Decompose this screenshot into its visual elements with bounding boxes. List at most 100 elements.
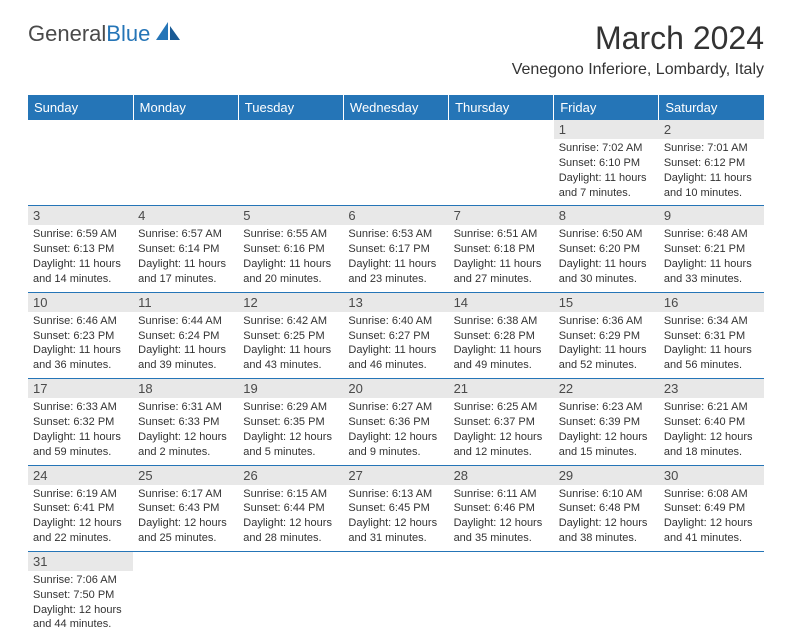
calendar-row: 10 Sunrise: 6:46 AMSunset: 6:23 PMDayligh… xyxy=(28,292,764,378)
calendar-cell-empty xyxy=(28,120,133,206)
day-number: 10 xyxy=(28,293,133,312)
day-info: Sunrise: 6:31 AMSunset: 6:33 PMDaylight:… xyxy=(138,400,233,459)
day-info: Sunrise: 6:51 AMSunset: 6:18 PMDaylight:… xyxy=(454,227,549,286)
calendar-cell: 4Sunrise: 6:57 AMSunset: 6:14 PMDaylight… xyxy=(133,206,238,292)
day-number: 14 xyxy=(449,293,554,312)
calendar-cell: 14Sunrise: 6:38 AMSunset: 6:28 PMDayligh… xyxy=(449,292,554,378)
calendar-body: 1 Sunrise: 7:02 AMSunset: 6:10 PMDaylight… xyxy=(28,120,764,637)
day-number: 29 xyxy=(554,466,659,485)
calendar-cell: 29 Sunrise: 6:10 AMSunset: 6:48 PMDayligh… xyxy=(554,465,659,551)
day-number: 20 xyxy=(343,379,448,398)
calendar-cell: 3 Sunrise: 6:59 AMSunset: 6:13 PMDaylight… xyxy=(28,206,133,292)
title-block: March 2024 Venegono Inferiore, Lombardy,… xyxy=(512,20,764,79)
calendar-cell: 26 Sunrise: 6:15 AMSunset: 6:44 PMDayligh… xyxy=(238,465,343,551)
logo-text: GeneralBlue xyxy=(28,21,150,47)
day-info: Sunrise: 6:42 AMSunset: 6:25 PMDaylight:… xyxy=(243,314,338,373)
day-number: 31 xyxy=(28,552,133,571)
sail-icon xyxy=(154,20,182,47)
month-title: March 2024 xyxy=(512,20,764,57)
day-info: Sunrise: 6:40 AMSunset: 6:27 PMDaylight:… xyxy=(348,314,443,373)
day-info: Sunrise: 6:50 AMSunset: 6:20 PMDaylight:… xyxy=(559,227,654,286)
day-number: 26 xyxy=(238,466,343,485)
day-number: 28 xyxy=(449,466,554,485)
calendar-cell-empty xyxy=(133,120,238,206)
day-number: 8 xyxy=(554,206,659,225)
calendar-cell: 21 Sunrise: 6:25 AMSunset: 6:37 PMDayligh… xyxy=(449,379,554,465)
day-info: Sunrise: 6:23 AMSunset: 6:39 PMDaylight:… xyxy=(559,400,654,459)
calendar-cell-empty xyxy=(449,551,554,637)
day-info: Sunrise: 6:57 AMSunset: 6:14 PMDaylight:… xyxy=(138,227,233,286)
calendar-cell: 2 Sunrise: 7:01 AMSunset: 6:12 PMDaylight… xyxy=(659,120,764,206)
calendar-cell: 16 Sunrise: 6:34 AMSunset: 6:31 PMDayligh… xyxy=(659,292,764,378)
day-info: Sunrise: 6:59 AMSunset: 6:13 PMDaylight:… xyxy=(33,227,128,286)
day-info: Sunrise: 6:15 AMSunset: 6:44 PMDaylight:… xyxy=(243,487,338,546)
weekday-header: Sunday xyxy=(28,95,133,120)
day-number: 2 xyxy=(659,120,764,139)
day-number: 22 xyxy=(554,379,659,398)
calendar-cell: 13 Sunrise: 6:40 AMSunset: 6:27 PMDayligh… xyxy=(343,292,448,378)
calendar-cell-empty xyxy=(659,551,764,637)
day-info: Sunrise: 6:27 AMSunset: 6:36 PMDaylight:… xyxy=(348,400,443,459)
day-info: Sunrise: 6:11 AMSunset: 6:46 PMDaylight:… xyxy=(454,487,549,546)
logo-word2: Blue xyxy=(106,21,150,46)
calendar-cell: 20 Sunrise: 6:27 AMSunset: 6:36 PMDayligh… xyxy=(343,379,448,465)
day-number: 18 xyxy=(133,379,238,398)
day-number: 27 xyxy=(343,466,448,485)
calendar-row: 3 Sunrise: 6:59 AMSunset: 6:13 PMDaylight… xyxy=(28,206,764,292)
logo-word1: General xyxy=(28,21,106,46)
day-info: Sunrise: 6:25 AMSunset: 6:37 PMDaylight:… xyxy=(454,400,549,459)
calendar-cell-empty xyxy=(554,551,659,637)
day-info: Sunrise: 6:46 AMSunset: 6:23 PMDaylight:… xyxy=(33,314,128,373)
day-info: Sunrise: 6:08 AMSunset: 6:49 PMDaylight:… xyxy=(664,487,759,546)
header: GeneralBlue March 2024 Venegono Inferior… xyxy=(0,0,792,87)
calendar-cell: 25Sunrise: 6:17 AMSunset: 6:43 PMDayligh… xyxy=(133,465,238,551)
day-number: 21 xyxy=(449,379,554,398)
calendar-cell: 28 Sunrise: 6:11 AMSunset: 6:46 PMDayligh… xyxy=(449,465,554,551)
weekday-row: SundayMondayTuesdayWednesdayThursdayFrid… xyxy=(28,95,764,120)
day-number: 23 xyxy=(659,379,764,398)
calendar-table: SundayMondayTuesdayWednesdayThursdayFrid… xyxy=(28,95,764,637)
day-number: 5 xyxy=(238,206,343,225)
calendar-row: 31 Sunrise: 7:06 AMSunset: 7:50 PMDayligh… xyxy=(28,551,764,637)
day-info: Sunrise: 6:33 AMSunset: 6:32 PMDaylight:… xyxy=(33,400,128,459)
day-number: 17 xyxy=(28,379,133,398)
day-number: 30 xyxy=(659,466,764,485)
weekday-header: Monday xyxy=(133,95,238,120)
day-info: Sunrise: 6:10 AMSunset: 6:48 PMDaylight:… xyxy=(559,487,654,546)
calendar-cell: 7Sunrise: 6:51 AMSunset: 6:18 PMDaylight… xyxy=(449,206,554,292)
calendar-cell: 31 Sunrise: 7:06 AMSunset: 7:50 PMDayligh… xyxy=(28,551,133,637)
weekday-header: Wednesday xyxy=(343,95,448,120)
day-number: 25 xyxy=(133,466,238,485)
calendar-cell-empty xyxy=(133,551,238,637)
calendar-cell-empty xyxy=(238,120,343,206)
day-info: Sunrise: 7:01 AMSunset: 6:12 PMDaylight:… xyxy=(664,141,759,200)
day-info: Sunrise: 6:21 AMSunset: 6:40 PMDaylight:… xyxy=(664,400,759,459)
day-info: Sunrise: 6:34 AMSunset: 6:31 PMDaylight:… xyxy=(664,314,759,373)
day-info: Sunrise: 7:06 AMSunset: 7:50 PMDaylight:… xyxy=(33,573,128,632)
day-number: 9 xyxy=(659,206,764,225)
location-text: Venegono Inferiore, Lombardy, Italy xyxy=(512,61,764,79)
calendar-cell: 1 Sunrise: 7:02 AMSunset: 6:10 PMDaylight… xyxy=(554,120,659,206)
day-number: 11 xyxy=(133,293,238,312)
day-number: 13 xyxy=(343,293,448,312)
day-info: Sunrise: 6:13 AMSunset: 6:45 PMDaylight:… xyxy=(348,487,443,546)
day-number: 12 xyxy=(238,293,343,312)
calendar-row: 24Sunrise: 6:19 AMSunset: 6:41 PMDayligh… xyxy=(28,465,764,551)
day-info: Sunrise: 6:44 AMSunset: 6:24 PMDaylight:… xyxy=(138,314,233,373)
calendar-cell: 27 Sunrise: 6:13 AMSunset: 6:45 PMDayligh… xyxy=(343,465,448,551)
weekday-header: Saturday xyxy=(659,95,764,120)
day-number: 24 xyxy=(28,466,133,485)
calendar-cell-empty xyxy=(238,551,343,637)
calendar-cell: 12 Sunrise: 6:42 AMSunset: 6:25 PMDayligh… xyxy=(238,292,343,378)
calendar-cell: 15Sunrise: 6:36 AMSunset: 6:29 PMDayligh… xyxy=(554,292,659,378)
day-number: 1 xyxy=(554,120,659,139)
calendar-cell: 24Sunrise: 6:19 AMSunset: 6:41 PMDayligh… xyxy=(28,465,133,551)
day-info: Sunrise: 7:02 AMSunset: 6:10 PMDaylight:… xyxy=(559,141,654,200)
logo: GeneralBlue xyxy=(28,20,182,47)
day-number: 16 xyxy=(659,293,764,312)
calendar-cell: 19Sunrise: 6:29 AMSunset: 6:35 PMDayligh… xyxy=(238,379,343,465)
day-info: Sunrise: 6:29 AMSunset: 6:35 PMDaylight:… xyxy=(243,400,338,459)
day-number: 3 xyxy=(28,206,133,225)
weekday-header: Friday xyxy=(554,95,659,120)
calendar-cell-empty xyxy=(449,120,554,206)
